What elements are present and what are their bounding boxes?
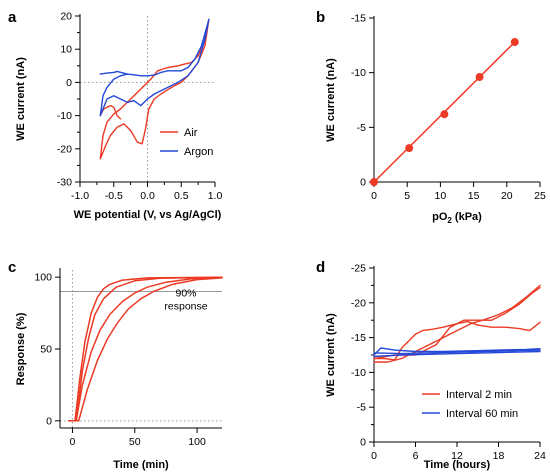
data-point	[440, 110, 449, 119]
y-axis-label: Response (%)	[15, 312, 27, 385]
x-tick-label: 0	[371, 450, 377, 462]
series-interval-60-min-line	[373, 349, 541, 355]
x-tick-label: -1.0	[71, 190, 89, 202]
x-tick-label: 24	[534, 450, 546, 462]
x-tick-label: 20	[501, 190, 513, 202]
series-argon-line	[99, 18, 210, 117]
series-interval-60-min-line	[373, 350, 541, 358]
legend-label: Argon	[184, 146, 213, 158]
x-axis-label: Time (min)	[113, 459, 169, 471]
y-tick-label: 20	[60, 11, 72, 23]
x-tick-label: 50	[129, 436, 141, 448]
data-point	[370, 178, 378, 186]
y-axis-label: WE current (nA)	[325, 58, 337, 142]
series-interval-2-min-line	[373, 320, 541, 361]
data-point	[405, 144, 414, 153]
panel-c: c 0 50 100 0 50 100 Time (min) Response (%) 90%re…	[8, 259, 223, 471]
x-tick-label: 0.5	[174, 190, 189, 202]
series-interval-60-min-line	[373, 347, 541, 356]
response-curve	[67, 276, 223, 422]
y-tick-label: -20	[57, 143, 72, 155]
response-curve	[67, 276, 223, 422]
series-argon-line	[99, 70, 128, 75]
panel-b: b 0 5 10 15 20 25 0 -5 -10 -15 pO2 (kPa) WE current …	[316, 9, 546, 225]
series-interval-2-min-line	[373, 286, 541, 360]
annotation-90-percent: 90%	[175, 288, 196, 300]
response-curve	[67, 277, 223, 422]
y-tick-label: 0	[360, 437, 366, 449]
y-tick-label: -15	[351, 13, 366, 25]
x-tick-label: 0.0	[140, 190, 155, 202]
panel-letter: c	[8, 259, 16, 276]
x-tick-label: 10	[435, 190, 447, 202]
y-tick-label: -15	[351, 332, 366, 344]
legend-label: Interval 60 min	[446, 408, 518, 420]
y-axis-label: WE current (nA)	[325, 313, 337, 397]
x-tick-label: 1.0	[208, 190, 223, 202]
y-tick-label: 100	[34, 272, 52, 284]
response-curve	[67, 276, 223, 422]
x-tick-label: 6	[413, 450, 419, 462]
y-tick-label: 50	[40, 344, 52, 356]
x-axis-label: Time (hours)	[424, 459, 491, 471]
x-tick-label: 25	[534, 190, 546, 202]
panel-a: a -1.0 -0.5 0.0 0.5 1.0 -30 -20 -10 0 10 20 WE poten…	[8, 9, 222, 221]
x-axis-label: WE potential (V, vs Ag/AgCl)	[74, 209, 222, 221]
y-tick-label: -30	[57, 177, 72, 189]
legend-label: Interval 2 min	[446, 389, 512, 401]
x-axis-label: pO2 (kPa)	[432, 211, 482, 225]
y-tick-label: -5	[357, 122, 366, 134]
panel-d: d 0 6 12 18 24 0 -5 -10 -15 -20 -25 Time (hours) WE c…	[316, 259, 546, 471]
y-tick-label: 0	[360, 177, 366, 189]
panel-letter: b	[316, 9, 325, 26]
legend-label: Air	[184, 127, 198, 139]
y-tick-label: -10	[57, 110, 72, 122]
y-tick-label: -20	[351, 297, 366, 309]
y-tick-label: -25	[351, 263, 366, 275]
panel-letter: a	[8, 9, 17, 26]
y-axis-label: WE current (nA)	[15, 57, 27, 141]
y-tick-label: -10	[351, 67, 366, 79]
x-tick-label: 15	[468, 190, 480, 202]
panel-letter: d	[316, 259, 325, 276]
x-tick-label: 12	[451, 450, 463, 462]
y-tick-label: 10	[60, 44, 72, 56]
x-tick-label: 5	[404, 190, 410, 202]
data-point	[510, 38, 519, 47]
y-tick-label: -10	[351, 367, 366, 379]
series-interval-2-min-line	[373, 284, 541, 363]
x-tick-label: 0	[371, 190, 377, 202]
x-tick-label: -0.5	[105, 190, 123, 202]
x-tick-label: 100	[188, 436, 206, 448]
data-point	[475, 73, 484, 82]
y-tick-label: 0	[46, 415, 52, 427]
y-tick-label: 0	[66, 77, 72, 89]
x-tick-label: 0	[70, 436, 76, 448]
annotation-response: response	[164, 301, 207, 313]
y-tick-label: -5	[357, 402, 366, 414]
x-tick-label: 18	[493, 450, 505, 462]
